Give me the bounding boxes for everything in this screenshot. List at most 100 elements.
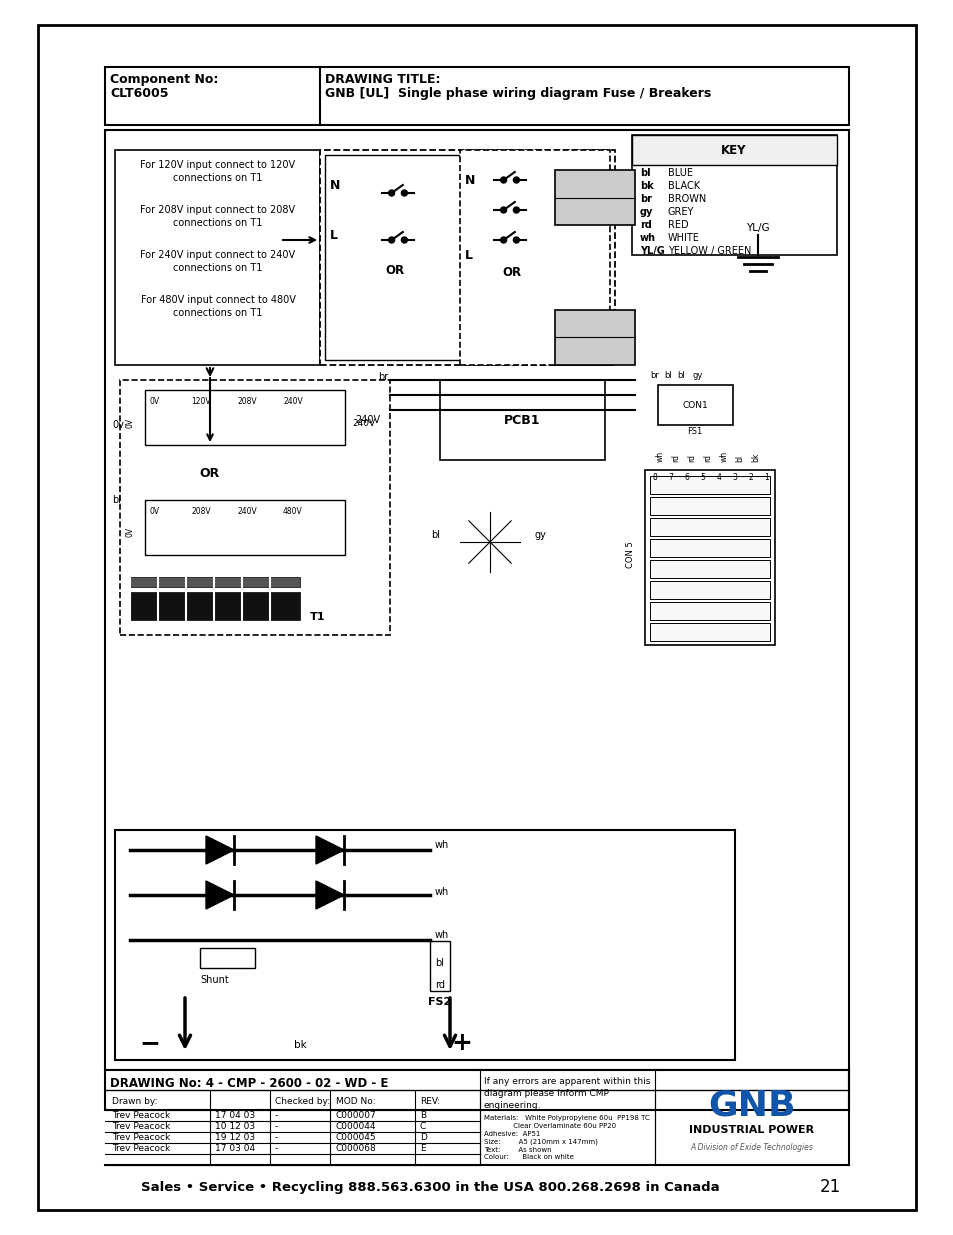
Text: B: B bbox=[419, 1112, 426, 1120]
Text: wh: wh bbox=[655, 451, 664, 462]
Text: wh: wh bbox=[435, 887, 449, 897]
Text: PCB1: PCB1 bbox=[503, 414, 539, 426]
Text: T1: T1 bbox=[310, 613, 325, 622]
Text: RED: RED bbox=[667, 220, 688, 230]
Text: 0V: 0V bbox=[126, 417, 134, 429]
Text: GNB: GNB bbox=[707, 1088, 795, 1123]
Text: 208V: 208V bbox=[237, 396, 256, 406]
Bar bbox=[145, 500, 345, 555]
Text: L: L bbox=[330, 228, 337, 242]
Text: CLT6005: CLT6005 bbox=[110, 86, 169, 100]
Text: rd: rd bbox=[639, 220, 651, 230]
Bar bbox=[130, 592, 299, 620]
Text: br: br bbox=[639, 194, 651, 204]
Text: INDUSTRIAL POWER: INDUSTRIAL POWER bbox=[689, 1125, 814, 1135]
Bar bbox=[555, 170, 635, 225]
Text: Trev Peacock: Trev Peacock bbox=[112, 1132, 170, 1142]
Circle shape bbox=[401, 190, 407, 196]
Text: 7: 7 bbox=[668, 473, 673, 482]
Polygon shape bbox=[206, 836, 233, 864]
Text: A Division of Exide Technologies: A Division of Exide Technologies bbox=[690, 1142, 813, 1151]
Text: GREY: GREY bbox=[667, 207, 694, 217]
Bar bbox=[649, 601, 769, 620]
Text: 19 12 03: 19 12 03 bbox=[214, 1132, 254, 1142]
Text: wh: wh bbox=[435, 930, 449, 940]
Text: For 208V input connect to 208V
connections on T1: For 208V input connect to 208V connectio… bbox=[140, 205, 295, 227]
Text: -: - bbox=[274, 1123, 278, 1131]
Text: OR: OR bbox=[502, 266, 521, 279]
Circle shape bbox=[500, 207, 506, 212]
Text: YELLOW / GREEN: YELLOW / GREEN bbox=[667, 246, 751, 256]
Text: bk: bk bbox=[639, 182, 653, 191]
Text: Trev Peacock: Trev Peacock bbox=[112, 1144, 170, 1153]
Text: 2: 2 bbox=[748, 473, 753, 482]
Text: -: - bbox=[274, 1132, 278, 1142]
Text: 5: 5 bbox=[700, 473, 704, 482]
Circle shape bbox=[388, 237, 395, 243]
Bar bbox=[430, 941, 450, 990]
Text: REV:: REV: bbox=[419, 1097, 439, 1107]
Text: 17 03 04: 17 03 04 bbox=[214, 1144, 254, 1153]
Text: −: − bbox=[139, 1031, 160, 1055]
Text: br: br bbox=[377, 372, 388, 382]
Text: DRAWING No: 4 - CMP - 2600 - 02 - WD - E: DRAWING No: 4 - CMP - 2600 - 02 - WD - E bbox=[110, 1077, 388, 1091]
Text: rd: rd bbox=[702, 454, 712, 462]
Text: N: N bbox=[330, 179, 340, 191]
Text: bl: bl bbox=[663, 370, 671, 380]
Text: CON1: CON1 bbox=[681, 400, 707, 410]
Text: wh: wh bbox=[639, 233, 656, 243]
Text: N: N bbox=[464, 173, 475, 186]
Text: bl: bl bbox=[677, 370, 684, 380]
Text: KEY: KEY bbox=[720, 143, 746, 157]
Bar bbox=[130, 577, 299, 587]
Text: C000068: C000068 bbox=[335, 1144, 376, 1153]
Bar bbox=[649, 538, 769, 557]
Text: Trev Peacock: Trev Peacock bbox=[112, 1123, 170, 1131]
Bar bbox=[105, 130, 848, 1070]
Text: bl: bl bbox=[431, 530, 439, 540]
Bar bbox=[325, 156, 470, 359]
Text: bl: bl bbox=[112, 495, 121, 505]
Text: For 240V input connect to 240V
connections on T1: For 240V input connect to 240V connectio… bbox=[140, 249, 295, 273]
Circle shape bbox=[500, 237, 506, 243]
Text: For 120V input connect to 120V
connections on T1: For 120V input connect to 120V connectio… bbox=[140, 161, 295, 183]
Text: bk: bk bbox=[751, 452, 760, 462]
Circle shape bbox=[500, 177, 506, 183]
Text: rd: rd bbox=[687, 454, 696, 462]
Bar bbox=[649, 559, 769, 578]
Circle shape bbox=[401, 237, 407, 243]
Text: 0V: 0V bbox=[126, 527, 134, 537]
Text: bl: bl bbox=[735, 454, 743, 462]
Bar bbox=[145, 390, 345, 445]
Bar bbox=[644, 471, 774, 645]
Text: Drawn by:: Drawn by: bbox=[112, 1097, 157, 1107]
Text: Materials:   White Polypropylene 60u  PP198 TC
             Clear Overlaminate 6: Materials: White Polypropylene 60u PP198… bbox=[483, 1115, 649, 1160]
Polygon shape bbox=[315, 836, 344, 864]
Text: rd: rd bbox=[671, 454, 679, 462]
Bar bbox=[631, 135, 836, 254]
Bar bbox=[555, 310, 635, 366]
Text: Component No:: Component No: bbox=[110, 73, 218, 86]
Text: 0v: 0v bbox=[112, 420, 124, 430]
Text: WHITE: WHITE bbox=[667, 233, 700, 243]
Bar bbox=[459, 149, 609, 366]
Bar bbox=[649, 517, 769, 536]
Text: MOD No:: MOD No: bbox=[335, 1097, 375, 1107]
Text: CON 5: CON 5 bbox=[625, 542, 635, 568]
Text: If any errors are apparent within this
diagram please inform CMP
engineering.: If any errors are apparent within this d… bbox=[483, 1077, 650, 1109]
Text: E: E bbox=[419, 1144, 425, 1153]
Bar bbox=[649, 475, 769, 494]
Text: wh: wh bbox=[435, 840, 449, 850]
Text: -: - bbox=[274, 1112, 278, 1120]
Text: 240V: 240V bbox=[283, 396, 302, 406]
Bar bbox=[658, 385, 732, 425]
Bar bbox=[631, 135, 836, 165]
Bar bbox=[120, 380, 390, 635]
Text: gy: gy bbox=[692, 370, 702, 380]
Text: rd: rd bbox=[435, 981, 444, 990]
Text: 1: 1 bbox=[763, 473, 768, 482]
Text: wh: wh bbox=[719, 451, 728, 462]
Circle shape bbox=[513, 237, 518, 243]
Text: bl: bl bbox=[639, 168, 650, 178]
Text: -: - bbox=[274, 1144, 278, 1153]
